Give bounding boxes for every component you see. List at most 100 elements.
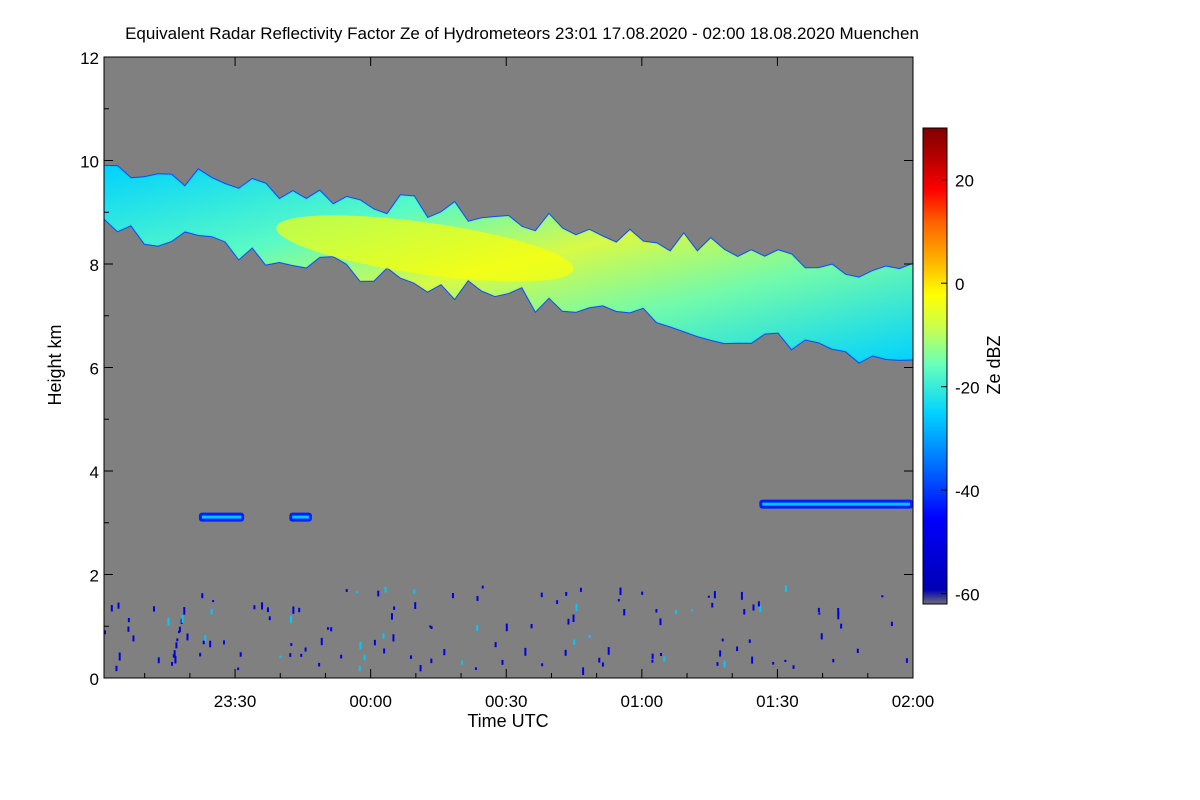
clutter-speck bbox=[117, 602, 120, 609]
clutter-speck bbox=[443, 649, 446, 656]
clutter-speck bbox=[358, 665, 361, 671]
clutter-speck bbox=[292, 606, 295, 614]
clutter-speck bbox=[651, 659, 654, 663]
clutter-speck bbox=[713, 591, 716, 599]
clutter-speck bbox=[530, 623, 533, 629]
clutter-speck bbox=[601, 662, 604, 667]
clutter-speck bbox=[541, 663, 544, 667]
y-tick-label: 8 bbox=[90, 256, 99, 275]
clutter-speck bbox=[409, 655, 412, 659]
clutter-speck bbox=[429, 625, 432, 628]
clutter-speck bbox=[832, 658, 835, 663]
clutter-speck bbox=[430, 626, 433, 630]
echo-features bbox=[104, 164, 913, 676]
clutter-speck bbox=[663, 656, 666, 662]
clutter-speck bbox=[736, 646, 739, 652]
clutter-speck bbox=[132, 635, 135, 642]
clutter-speck bbox=[212, 600, 215, 603]
y-tick-label: 4 bbox=[90, 463, 99, 482]
clutter-speck bbox=[856, 648, 859, 654]
clutter-speck bbox=[575, 603, 578, 612]
clutter-speck bbox=[356, 591, 359, 594]
clutter-speck bbox=[320, 637, 323, 646]
clutter-speck bbox=[540, 592, 543, 598]
clutter-speck bbox=[837, 607, 840, 616]
x-axis: 23:30 00:00 00:30 01:00 01:30 02:00 bbox=[144, 57, 934, 711]
clutter-speck bbox=[382, 633, 385, 639]
clutter-speck bbox=[641, 591, 644, 595]
colorbar-tick-label: 0 bbox=[955, 275, 964, 294]
clutter-speck bbox=[881, 595, 884, 598]
clutter-speck bbox=[183, 607, 186, 615]
clutter-speck bbox=[289, 615, 292, 624]
clutter-speck bbox=[173, 650, 176, 657]
clutter-speck bbox=[340, 654, 343, 659]
clutter-speck bbox=[202, 640, 205, 645]
clutter-speck bbox=[157, 657, 160, 664]
clutter-speck bbox=[759, 605, 762, 613]
echo-layer-core bbox=[762, 502, 910, 506]
clutter-speck bbox=[304, 647, 307, 652]
y-axis-label: Height km bbox=[45, 324, 65, 405]
clutter-speck bbox=[460, 660, 463, 665]
clutter-speck bbox=[905, 658, 908, 663]
clutter-speck bbox=[792, 665, 795, 669]
clutter-speck bbox=[588, 634, 591, 638]
clutter-speck bbox=[772, 661, 775, 665]
clutter-speck bbox=[390, 613, 393, 620]
clutter-speck bbox=[253, 605, 256, 610]
clutter-speck bbox=[840, 623, 843, 629]
y-tick-label: 12 bbox=[80, 49, 99, 68]
clutter-speck bbox=[659, 653, 662, 656]
clutter-speck bbox=[556, 600, 559, 604]
clutter-speck bbox=[266, 607, 269, 613]
x-tick-label: 23:30 bbox=[214, 692, 257, 711]
clutter-speck bbox=[476, 595, 479, 601]
clutter-speck bbox=[711, 602, 714, 608]
echo-layer-core bbox=[292, 515, 309, 519]
clutter-speck bbox=[261, 602, 264, 610]
chart-title: Equivalent Radar Reflectivity Factor Ze … bbox=[125, 24, 919, 43]
colorbar-tick-label: -20 bbox=[955, 379, 980, 398]
clutter-speck bbox=[174, 655, 177, 664]
colorbar-tick-label: -40 bbox=[955, 482, 980, 501]
cloud-core bbox=[276, 215, 574, 282]
clutter-speck bbox=[373, 639, 376, 646]
clutter-speck bbox=[326, 627, 329, 630]
clutter-speck bbox=[345, 589, 348, 592]
clutter-speck bbox=[318, 662, 321, 667]
clutter-speck bbox=[474, 667, 477, 670]
clutter-speck bbox=[201, 593, 204, 599]
clutter-speck bbox=[153, 606, 156, 612]
clutter-speck bbox=[268, 616, 271, 621]
clutter-speck bbox=[748, 639, 751, 643]
clutter-speck bbox=[419, 665, 422, 672]
clutter-speck bbox=[118, 652, 121, 661]
clutter-speck bbox=[617, 598, 620, 602]
clutter-speck bbox=[178, 626, 181, 633]
clutter-speck bbox=[579, 587, 582, 592]
echo-layer-core bbox=[201, 515, 242, 519]
clutter-speck bbox=[383, 648, 386, 654]
clutter-speck bbox=[210, 608, 213, 615]
clutter-speck bbox=[167, 617, 170, 626]
clutter-speck bbox=[413, 589, 416, 594]
clutter-speck bbox=[289, 653, 292, 657]
clutter-speck bbox=[740, 591, 743, 600]
clutter-speck bbox=[181, 614, 184, 623]
clutter-speck bbox=[721, 638, 724, 642]
clutter-speck bbox=[494, 642, 497, 648]
clutter-speck bbox=[723, 660, 726, 668]
x-axis-label: Time UTC bbox=[467, 711, 548, 731]
colorbar-label: Ze dBZ bbox=[984, 335, 1004, 394]
y-tick-label: 10 bbox=[80, 153, 99, 172]
clutter-speck bbox=[237, 667, 240, 671]
clutter-speck bbox=[476, 624, 479, 631]
clutter-speck bbox=[719, 650, 722, 657]
clutter-speck bbox=[524, 647, 527, 656]
colorbar-tick-label: -60 bbox=[955, 586, 980, 605]
clutter-speck bbox=[330, 627, 333, 632]
clutter-speck bbox=[414, 602, 417, 609]
clutter-speck bbox=[290, 643, 293, 646]
